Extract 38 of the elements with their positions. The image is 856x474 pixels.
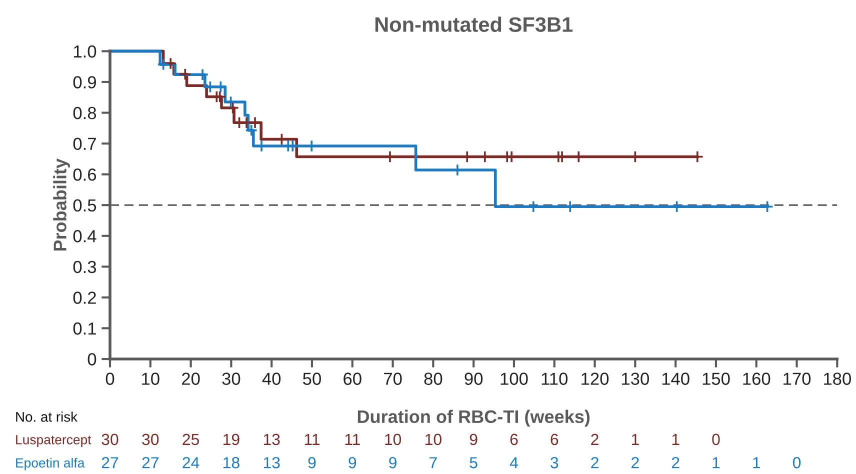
- text: 30 30 25 19 13 11 11 10 10 9 6 6 2 1 1 0: [102, 434, 720, 446]
- x-tick-label: 60: [344, 372, 362, 385]
- x-tick-label: 90: [464, 372, 483, 385]
- x-tick-label: 0: [106, 372, 114, 385]
- x-tick-label: 30: [222, 372, 240, 385]
- y-tick-label: 0.6: [73, 168, 96, 181]
- y-tick-label: 0.8: [73, 106, 96, 120]
- text: 27 27 24 18 13 9 9 9 7 5 4 3 2 2 2 1 1 0: [102, 457, 801, 468]
- x-tick-label: 160: [743, 372, 770, 385]
- y-tick-label: 0.3: [73, 260, 96, 274]
- x-tick-label: 40: [262, 372, 281, 385]
- x-tick-label: 120: [582, 372, 609, 385]
- y-tick-label: 0.9: [73, 76, 96, 88]
- text: No. at risk: [16, 412, 78, 422]
- text: Luspatercept: [16, 435, 92, 447]
- x-tick-label: 10: [142, 372, 160, 385]
- x-tick-label: 80: [424, 372, 442, 385]
- x-tick-label: 180: [824, 372, 851, 385]
- x-tick-label: 100: [500, 372, 528, 385]
- x-tick-label: 110: [542, 372, 568, 385]
- y-axis-title: Probability: [53, 158, 70, 251]
- x-axis-title: Duration of RBC-TI (weeks): [358, 410, 590, 427]
- x-tick-label: 170: [784, 372, 811, 385]
- y-tick-label: 0.1: [73, 322, 96, 335]
- x-tick-label: 130: [622, 372, 649, 385]
- y-tick-label: 0: [88, 353, 96, 366]
- text: Epoetin alfa: [16, 458, 85, 470]
- x-tick-label: 70: [384, 372, 402, 385]
- x-tick-label: 150: [702, 372, 730, 385]
- chart-title: Non-mutated SF3B1: [375, 16, 573, 32]
- y-tick-label: 1.0: [74, 45, 96, 58]
- y-tick-label: 0.7: [73, 138, 96, 150]
- x-tick-label: 140: [662, 372, 690, 385]
- y-tick-label: 0.2: [73, 292, 96, 304]
- y-tick-label: 0.5: [73, 199, 96, 212]
- y-tick-label: 0.4: [73, 230, 96, 242]
- x-tick-label: 20: [182, 372, 200, 385]
- x-tick-label: 50: [303, 372, 321, 385]
